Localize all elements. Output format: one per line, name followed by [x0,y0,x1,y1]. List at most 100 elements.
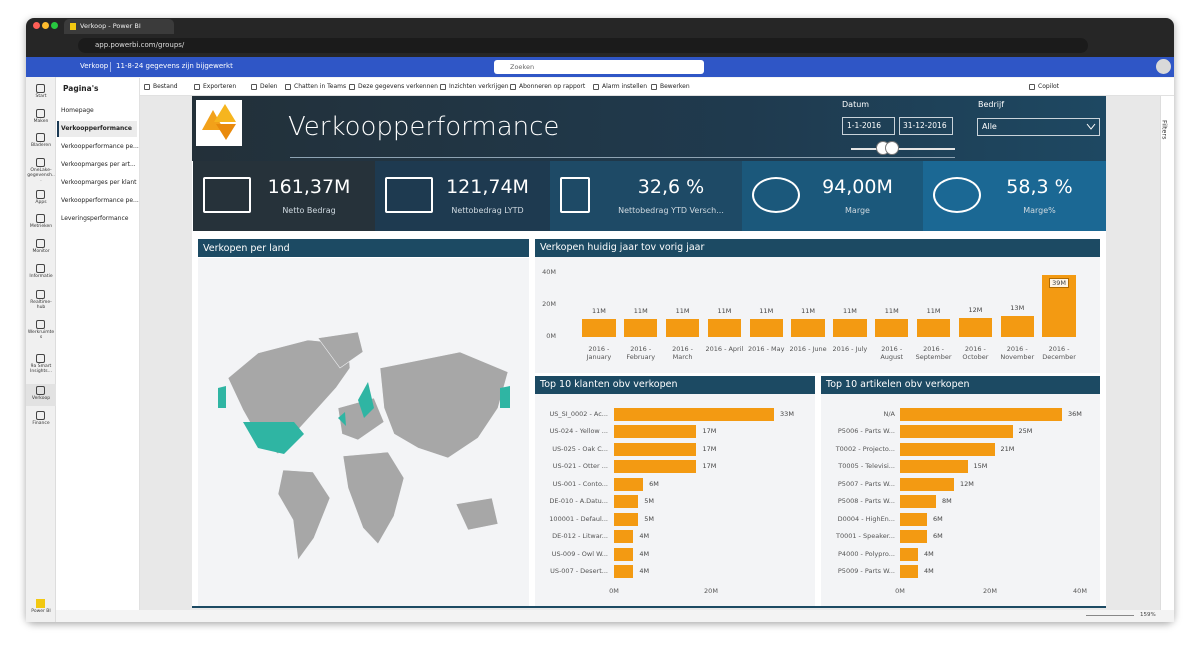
avatar[interactable] [1156,59,1171,74]
value-label: 39M [1049,277,1070,289]
value-label: 5M [644,514,654,523]
date-from-box[interactable] [842,117,895,135]
title-rule [290,157,955,158]
kpi-value: 121,74M [446,176,529,198]
toolbar-icon [593,84,599,90]
nav-label: Werkruimte s [27,330,55,340]
kpi-icon [933,177,981,213]
date-to-box[interactable] [899,117,953,135]
bar [958,317,993,337]
workspace[interactable]: Verkoop [80,62,109,70]
bar [916,319,951,337]
nav-icon[interactable] [36,290,45,299]
toolbar-item[interactable]: Abonneren op rapport [519,83,586,90]
x-tick-label: 0M [895,587,905,595]
page-item[interactable]: Verkoopmarges per klant [61,179,137,186]
nav-label: Bladeren [30,143,52,148]
x-tick-label: 2016 - May [748,345,785,353]
bar [749,319,783,337]
address-bar[interactable] [78,38,1088,53]
max-dot[interactable] [51,22,58,29]
nav-icon[interactable] [36,84,45,93]
page-item[interactable]: Verkoopperformance pe... [61,197,139,204]
x-tick-label: 2016 - June [789,345,827,353]
nav-label: Verkoop [31,396,51,401]
x-tick-label: 0M [609,587,619,595]
value-label: 21M [1000,444,1015,453]
value-label: 11M [675,307,690,316]
zoom-slider[interactable] [1086,615,1134,616]
kpi-value: 32,6 % [637,176,705,198]
page-item[interactable]: Homepage [61,107,94,114]
toolbar-item[interactable]: Inzichten verkrijgen [449,83,509,90]
nav-icon[interactable] [36,190,45,199]
category-label: P4000 - Polypro... [838,549,895,558]
nav-icon[interactable] [36,320,45,329]
x-tick-label: 2016 - July [832,345,868,353]
nav-icon[interactable] [36,158,45,167]
bar [614,442,697,456]
nav-icon[interactable] [36,599,45,608]
pages-title: Pagina's [63,84,99,93]
page-item[interactable]: Verkoopperformance pe... [61,143,139,150]
x-tick-label: 40M [1073,587,1087,595]
bar [624,319,658,337]
nav-icon[interactable] [36,214,45,223]
bar [614,407,775,421]
x-tick-label: 2016 - March [672,345,694,362]
value-label: 4M [639,549,650,558]
value-label: 36M [1068,409,1082,418]
close-dot[interactable] [33,22,40,29]
toolbar-item[interactable]: Copilot [1038,83,1060,90]
separator [110,62,111,72]
toolbar-item[interactable]: Exporteren [203,83,237,90]
bar [614,495,639,509]
slider-knob[interactable] [885,141,899,155]
category-label: DE-012 - Litwar... [552,532,608,541]
x-tick-label: 2016 - April [705,345,744,353]
nav-icon[interactable] [36,239,45,248]
value-label: 6M [933,532,943,541]
company-dropdown[interactable] [977,118,1100,136]
nav-icon[interactable] [36,411,45,420]
x-tick-label: 20M [704,587,718,595]
value-label: 17M [702,462,717,471]
nav-icon[interactable] [36,133,45,142]
min-dot[interactable] [42,22,49,29]
refresh-status[interactable]: 11-8-24 gegevens zijn bijgewerkt [116,62,233,70]
kpi-value: 161,37M [267,176,351,198]
nav-icon[interactable] [36,264,45,273]
page-item[interactable]: Leveringsperformance [61,215,129,222]
y-tick-label: 0M [546,332,556,340]
nav-icon[interactable] [36,386,45,395]
x-tick-label: 2016 - February [626,345,656,362]
date-slider[interactable] [851,148,955,150]
kpi-label: Marge [845,207,870,215]
search-box[interactable] [494,60,704,74]
filters-panel[interactable] [1160,96,1174,610]
page-item[interactable]: Verkoopmarges per art... [61,161,136,168]
toolbar-item[interactable]: Bewerken [660,83,690,90]
toolbar-item[interactable]: Bestand [153,83,178,90]
nav-label: OneLake-gegevensh... [27,168,55,183]
tab[interactable] [64,19,174,34]
bar [900,407,1062,421]
x-tick-label: 2016 - October [962,345,989,362]
toolbar-item[interactable]: Alarm instellen [602,83,648,90]
category-label: US-009 - Owl W... [551,549,608,558]
bar [614,565,634,579]
toolbar-item[interactable]: Chatten in Teams [294,83,347,90]
value-label: 15M [973,462,988,471]
toolbar-item[interactable]: Delen [260,83,278,90]
company-value: Alle [982,122,997,131]
bar [900,530,927,544]
nav-icon[interactable] [36,109,45,118]
y-tick-label: 20M [542,300,556,308]
toolbar-item[interactable]: Deze gegevens verkennen [358,83,438,90]
value-label: 11M [842,307,857,316]
page-item[interactable]: Verkoopperformance [61,125,132,132]
category-label: P5007 - Parts W... [837,479,895,488]
value-label: 11M [591,307,606,316]
nav-icon[interactable] [36,354,45,363]
